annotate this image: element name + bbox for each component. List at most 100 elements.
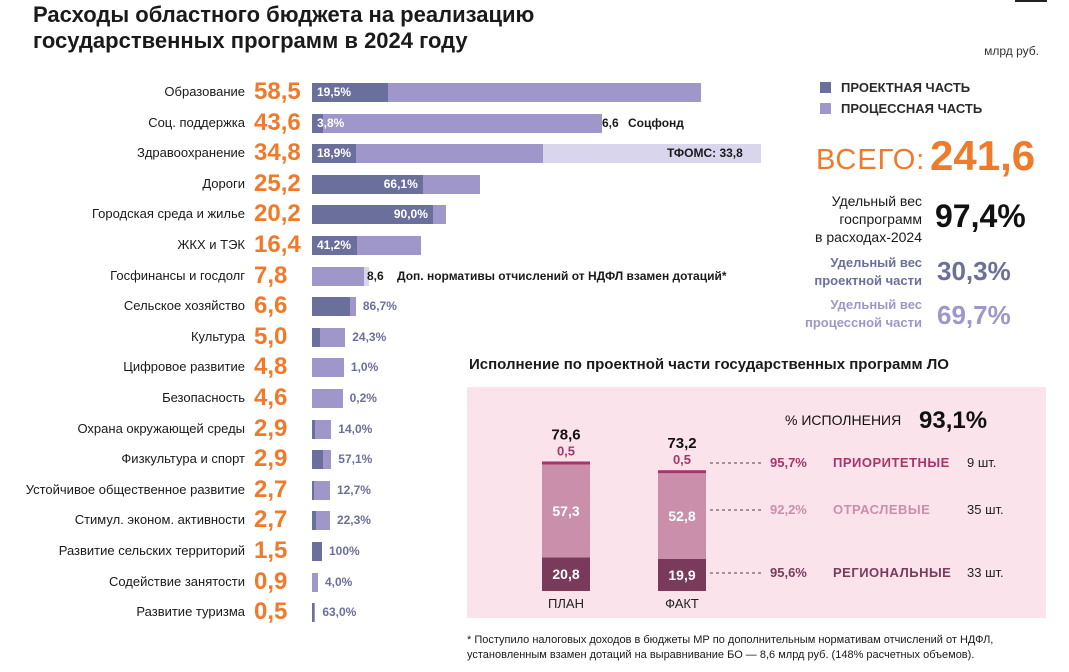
bar-process — [432, 205, 447, 225]
execution-total: 93,1% — [919, 407, 987, 434]
segment-label: 0,5 — [673, 452, 691, 467]
category-label: Физкультура и спорт — [121, 451, 245, 467]
bar-row: Развитие туризма 0,5 63,0% — [0, 598, 800, 631]
extension-value: 8,6 — [367, 268, 384, 283]
execution-panel: 20,8 57,3 0,5 78,6 ПЛАН 19,9 52,8 0,5 73,2 ФАКТ% … — [467, 387, 1046, 618]
execution-chart: 20,857,30,578,6ПЛАН19,952,80,573,2ФАКТ% … — [542, 407, 1004, 611]
bar-process — [316, 511, 330, 531]
title-line-2: государственных программ в 2024 году — [33, 28, 468, 53]
unit-label: млрд руб. — [984, 44, 1039, 58]
segment-label: 19,9 — [668, 567, 695, 583]
bar-extension — [543, 144, 761, 164]
value-label: 2,7 — [254, 506, 288, 534]
project-share-label: 86,7% — [362, 299, 397, 314]
column-segment — [542, 461, 590, 465]
value-label: 4,8 — [254, 353, 288, 381]
category-label: Соц. поддержка — [148, 114, 245, 130]
value-label: 2,9 — [254, 445, 288, 473]
value-label: 58,5 — [254, 78, 301, 105]
segment-label: 52,8 — [668, 508, 695, 524]
bar-project — [312, 297, 351, 317]
category-label: Безопасность — [162, 390, 245, 405]
bar-process — [312, 266, 364, 286]
footnote-line-2: установленным взамен дотаций на выравнив… — [467, 649, 975, 661]
column-segment — [542, 464, 590, 558]
bar-row: ЖКХ и ТЭК 16,4 41,2% — [0, 231, 800, 264]
bar-project — [312, 83, 388, 102]
series-execution: 95,6% — [770, 565, 807, 580]
bar-process — [312, 358, 344, 378]
process-share-label-1: Удельный вес — [830, 297, 922, 312]
bar-row: Сельское хозяйство 6,6 86,7% — [0, 292, 800, 325]
footnote: * Поступило налоговых доходов в бюджеты … — [467, 633, 1057, 663]
category-label: ЖКХ и ТЭК — [177, 237, 245, 252]
project-share-label: 4,0% — [324, 574, 353, 589]
total-label: ВСЕГО: — [816, 144, 926, 176]
project-share-label: 19,5% — [317, 85, 352, 99]
bar-extension — [363, 266, 370, 286]
project-share-label: 41,2% — [317, 238, 352, 252]
bar-row: Физкультура и спорт 2,9 57,1% — [0, 445, 800, 478]
value-label: 7,8 — [254, 261, 288, 289]
column-segment — [658, 470, 706, 474]
series-count: 9 шт. — [967, 455, 996, 470]
bar-row: Дороги 25,2 66,1% — [0, 170, 800, 203]
bar-project — [312, 542, 322, 561]
bar-process — [312, 572, 318, 592]
title-line-1: Расходы областного бюджета на реализацию — [33, 2, 535, 27]
bar-row: Устойчивое общественное развитие 2,7 12,7% — [0, 476, 800, 509]
bar-row: Содействие занятости 0,9 4,0% — [0, 568, 800, 601]
project-share-value: 30,3% — [937, 256, 1011, 286]
bar-project — [312, 511, 316, 531]
category-label: Развитие туризма — [136, 604, 245, 620]
bar-process — [387, 83, 702, 102]
column-category: ФАКТ — [665, 596, 699, 611]
category-label: Охрана окружающей среды — [77, 420, 245, 436]
project-share-label: 100% — [328, 544, 360, 558]
category-label: Цифровое развитие — [123, 359, 245, 375]
column-category: ПЛАН — [548, 596, 584, 611]
category-label: Здравоохранение — [136, 145, 245, 161]
category-label: Госфинансы и госдолг — [110, 267, 245, 283]
project-share-label: 12,7% — [336, 482, 371, 497]
bar-row: Госфинансы и госдолг 7,8 8,6 Доп. нормативы… — [0, 262, 800, 295]
value-label: 6,6 — [254, 292, 288, 320]
bar-row: Стимул. эконом. активности 2,7 22,3% — [0, 506, 800, 539]
bar-process — [356, 236, 422, 255]
series-count: 33 шт. — [967, 565, 1004, 580]
value-label: 0,9 — [254, 567, 288, 595]
value-label: 2,9 — [254, 414, 288, 442]
footnote-line-1: * Поступило налоговых доходов в бюджеты … — [467, 634, 994, 646]
bar-process — [320, 327, 346, 347]
bar-process — [350, 297, 356, 317]
category-label: Городская среда и жилье — [91, 206, 245, 222]
bar-process — [314, 480, 330, 500]
share-value: 97,4% — [935, 198, 1026, 234]
project-share-label: 3,8% — [317, 115, 345, 130]
bar-process — [314, 603, 316, 623]
bar-project — [312, 205, 433, 225]
process-share-label: Удельный вес процессной части — [772, 296, 922, 332]
value-label: 43,6 — [254, 108, 301, 136]
bar-row: Соц. поддержка 43,6 6,6 Соцфонд 3,8% — [0, 109, 800, 142]
bar-process — [422, 174, 480, 194]
project-share-label: 18,9% — [317, 146, 352, 161]
value-label: 5,0 — [254, 322, 288, 350]
bar-project — [312, 419, 315, 439]
segment-label: 0,5 — [557, 443, 575, 458]
project-share-label: 63,0% — [322, 605, 357, 620]
extension-value: 6,6 — [602, 115, 619, 130]
series-name: ОТРАСЛЕВЫЕ — [833, 502, 930, 517]
bar-row: Безопасность 4,6 0,2% — [0, 384, 800, 417]
bar-project — [312, 450, 323, 470]
project-share-label-1: Удельный вес — [830, 255, 922, 270]
share-label-3: в расходах-2024 — [815, 229, 922, 245]
bar-process — [312, 389, 343, 408]
project-share-label: 90,0% — [393, 207, 428, 222]
bar-process — [323, 113, 602, 133]
column-segment — [658, 473, 706, 559]
segment-label: 57,3 — [552, 503, 579, 519]
series-count: 35 шт. — [967, 502, 1004, 517]
category-label: Развитие сельских территорий — [58, 543, 245, 558]
project-share-label: 57,1% — [338, 452, 373, 467]
